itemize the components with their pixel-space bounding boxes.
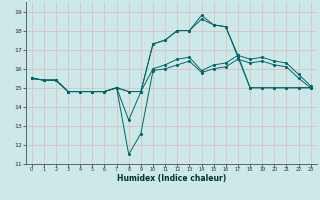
X-axis label: Humidex (Indice chaleur): Humidex (Indice chaleur) xyxy=(116,174,226,183)
